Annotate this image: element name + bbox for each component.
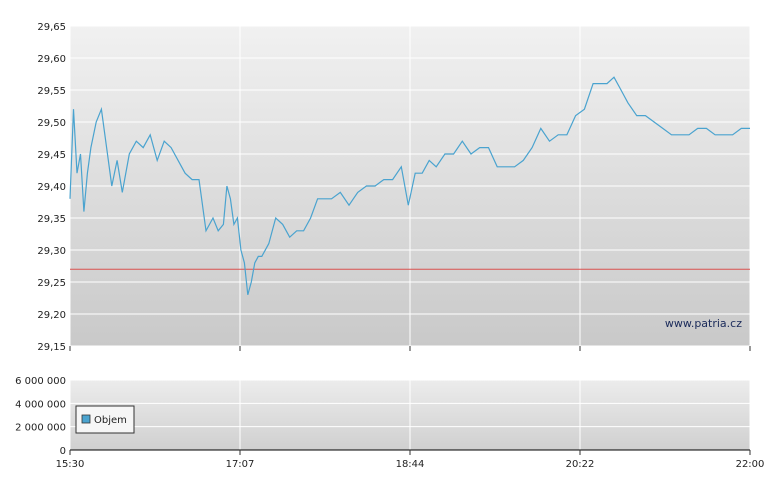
price-series-line	[69, 76, 750, 295]
price-y-tick-label: 29,30	[37, 246, 66, 257]
price-y-tick-label: 29,60	[37, 54, 66, 65]
legend: Objem	[75, 405, 135, 434]
price-y-tick-label: 29,55	[37, 86, 66, 97]
volume-y-tick-label: 2 000 000	[15, 423, 66, 434]
volume-y-tick-label: 6 000 000	[15, 376, 66, 387]
volume-y-tick-label: 0	[60, 446, 66, 457]
price-gridlines	[69, 25, 751, 351]
legend-label: Objem	[94, 415, 127, 426]
price-y-tick-label: 29,20	[37, 310, 66, 321]
volume-y-tick-label: 4 000 000	[15, 399, 66, 410]
watermark: www.patria.cz	[665, 317, 742, 330]
x-tick-label: 18:44	[396, 459, 425, 470]
x-tick-label: 17:07	[226, 459, 255, 470]
price-y-tick-label: 29,35	[37, 214, 66, 225]
price-y-axis: 29,65 29,60 29,55 29,50 29,45 29,40 29,35 29,30…	[37, 22, 66, 353]
x-tick-label: 20:22	[566, 459, 595, 470]
x-tick-label: 22:00	[736, 459, 765, 470]
legend-swatch	[81, 414, 91, 424]
price-y-tick-label: 29,40	[37, 182, 66, 193]
volume-y-axis: 6 000 000 4 000 000 2 000 000 0	[15, 376, 66, 457]
price-y-tick-label: 29,65	[37, 22, 66, 33]
x-tick-label: 15:30	[56, 459, 85, 470]
price-y-tick-label: 29,50	[37, 118, 66, 129]
x-axis: 15:30 17:07 18:44 20:22 22:00	[56, 450, 765, 470]
price-y-tick-label: 29,25	[37, 278, 66, 289]
price-y-tick-label: 29,45	[37, 150, 66, 161]
price-y-tick-label: 29,15	[37, 342, 66, 353]
